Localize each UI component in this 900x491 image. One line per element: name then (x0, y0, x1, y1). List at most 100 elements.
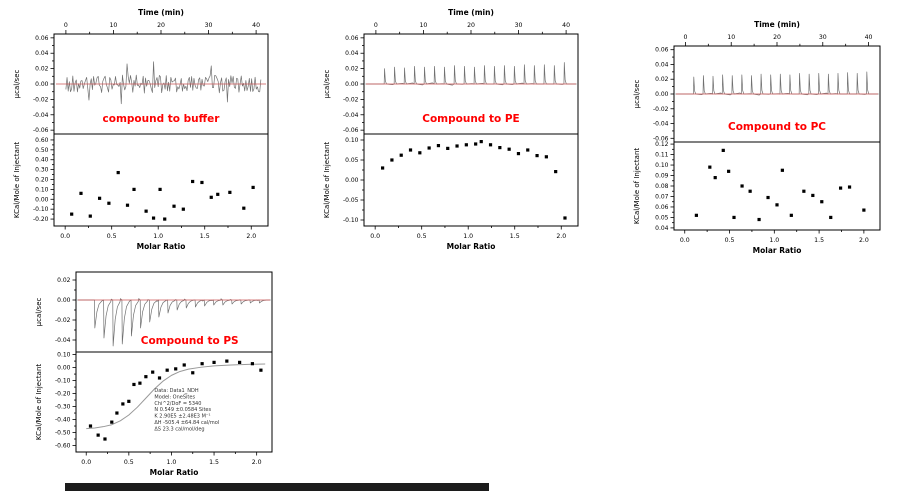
svg-text:0.0: 0.0 (370, 233, 380, 240)
svg-text:-0.02: -0.02 (653, 106, 669, 113)
svg-text:0.06: 0.06 (655, 204, 669, 211)
svg-text:-0.06: -0.06 (343, 127, 359, 134)
svg-text:compound to buffer: compound to buffer (103, 113, 221, 125)
svg-text:0: 0 (683, 34, 687, 41)
svg-text:0.06: 0.06 (35, 35, 49, 42)
svg-text:-0.10: -0.10 (55, 378, 71, 385)
svg-text:0.0: 0.0 (60, 233, 70, 240)
svg-text:0.04: 0.04 (655, 61, 669, 68)
svg-text:0: 0 (64, 22, 68, 29)
panel-compound-to-ps: 0.02 0.00 -0.02 -0.04 µcal/sec Compound to PS… (28, 266, 280, 480)
svg-text:-0.30: -0.30 (55, 404, 71, 411)
svg-text:Chi^2/DoF = 5340: Chi^2/DoF = 5340 (154, 401, 201, 407)
svg-text:0.06: 0.06 (655, 47, 669, 54)
svg-text:0.02: 0.02 (57, 277, 71, 284)
svg-text:0.10: 0.10 (655, 162, 669, 169)
svg-text:30: 30 (515, 22, 523, 29)
svg-text:0.09: 0.09 (655, 173, 669, 180)
svg-text:1.0: 1.0 (463, 233, 473, 240)
svg-text:-0.02: -0.02 (343, 96, 359, 103)
svg-text:0.02: 0.02 (655, 76, 669, 83)
svg-text:Compound to PS: Compound to PS (141, 335, 239, 347)
svg-text:0.04: 0.04 (655, 225, 669, 232)
svg-text:-0.06: -0.06 (653, 135, 669, 142)
chart-compound-to-pe: Time (min) 0 10 20 30 40 0.06 0.04 0.02 0.00 -0.02… (323, 8, 579, 251)
svg-text:20: 20 (467, 22, 475, 29)
svg-text:Model: OneSites: Model: OneSites (154, 394, 195, 400)
svg-text:µcal/sec: µcal/sec (633, 80, 641, 109)
svg-text:0.5: 0.5 (417, 233, 427, 240)
svg-text:20: 20 (773, 34, 781, 41)
svg-text:Molar Ratio: Molar Ratio (753, 246, 802, 255)
svg-text:2.0: 2.0 (556, 233, 566, 240)
svg-text:Molar Ratio: Molar Ratio (150, 468, 199, 477)
svg-text:0.04: 0.04 (345, 50, 359, 57)
svg-text:1.0: 1.0 (769, 237, 779, 244)
panel-compound-to-pc: Time (min) 0 10 20 30 40 0.06 0.04 0.02 0.00 -0.02… (626, 16, 888, 256)
svg-text:0.00: 0.00 (345, 177, 359, 184)
svg-text:0.10: 0.10 (345, 137, 359, 144)
svg-text:0.5: 0.5 (725, 237, 735, 244)
svg-text:KCal/Mole of Injectant: KCal/Mole of Injectant (323, 142, 331, 219)
svg-text:40: 40 (562, 22, 570, 29)
bottom-bar (65, 483, 489, 491)
svg-text:0.10: 0.10 (57, 352, 71, 359)
svg-text:µcal/sec: µcal/sec (323, 70, 331, 99)
svg-text:-0.04: -0.04 (33, 112, 49, 119)
svg-text:-0.40: -0.40 (55, 417, 71, 424)
svg-text:0.5: 0.5 (124, 459, 134, 466)
svg-text:10: 10 (110, 22, 118, 29)
svg-text:0.05: 0.05 (655, 214, 669, 221)
svg-text:-0.04: -0.04 (55, 337, 71, 344)
svg-text:Molar Ratio: Molar Ratio (137, 242, 186, 251)
svg-text:0.0: 0.0 (680, 237, 690, 244)
chart-compound-to-ps: 0.02 0.00 -0.02 -0.04 µcal/sec Compound to PS… (35, 271, 273, 477)
svg-text:2.0: 2.0 (859, 237, 869, 244)
svg-text:1.0: 1.0 (153, 233, 163, 240)
svg-text:-0.02: -0.02 (33, 96, 49, 103)
svg-text:0.10: 0.10 (35, 186, 49, 193)
chart-compound-to-buffer: Time (min) 0 10 20 30 40 0.06 0.04 0.02 0.00 -0.02… (13, 8, 269, 251)
svg-text:KCal/Mole of Injectant: KCal/Mole of Injectant (13, 142, 21, 219)
svg-text:0.50: 0.50 (35, 147, 49, 154)
svg-text:0.05: 0.05 (345, 157, 359, 164)
svg-text:KCal/Mole of Injectant: KCal/Mole of Injectant (633, 148, 641, 225)
svg-text:-0.04: -0.04 (653, 121, 669, 128)
svg-text:1.5: 1.5 (510, 233, 520, 240)
svg-text:0.06: 0.06 (345, 35, 359, 42)
svg-text:1.5: 1.5 (814, 237, 824, 244)
svg-text:-0.10: -0.10 (343, 217, 359, 224)
svg-text:1.0: 1.0 (167, 459, 177, 466)
svg-text:0.5: 0.5 (107, 233, 117, 240)
svg-text:-0.05: -0.05 (343, 197, 359, 204)
svg-text:Compound to PE: Compound to PE (422, 113, 519, 125)
svg-text:Time (min): Time (min) (448, 8, 494, 17)
svg-text:-0.06: -0.06 (33, 127, 49, 134)
chart-compound-to-pc: Time (min) 0 10 20 30 40 0.06 0.04 0.02 0.00 -0.02… (633, 20, 881, 255)
svg-text:40: 40 (865, 34, 873, 41)
svg-text:-0.10: -0.10 (33, 206, 49, 213)
svg-text:-0.20: -0.20 (55, 391, 71, 398)
svg-text:KCal/Mole of Injectant: KCal/Mole of Injectant (35, 364, 43, 441)
svg-text:0: 0 (374, 22, 378, 29)
svg-text:-0.02: -0.02 (55, 317, 71, 324)
svg-text:ΔH -505.4 ±64.84 cal/mo: ΔH -505.4 ±64.84 cal/mol (154, 420, 219, 426)
svg-text:0.02: 0.02 (345, 66, 359, 73)
svg-text:µcal/sec: µcal/sec (13, 70, 21, 99)
svg-text:N 0.549 ±0.0584 Site: N 0.549 ±0.0584 Sites (154, 407, 211, 413)
svg-text:0.00: 0.00 (35, 196, 49, 203)
svg-text:0.02: 0.02 (35, 66, 49, 73)
svg-text:Data: Data1_NDH: Data: Data1_NDH (154, 388, 198, 394)
svg-text:20: 20 (157, 22, 165, 29)
svg-text:0.0: 0.0 (81, 459, 91, 466)
svg-text:Molar Ratio: Molar Ratio (447, 242, 496, 251)
svg-text:0.60: 0.60 (35, 137, 49, 144)
svg-text:-0.60: -0.60 (55, 443, 71, 450)
svg-text:0.40: 0.40 (35, 157, 49, 164)
svg-text:0.20: 0.20 (35, 177, 49, 184)
svg-text:0.00: 0.00 (57, 297, 71, 304)
svg-text:0.30: 0.30 (35, 167, 49, 174)
svg-text:0.08: 0.08 (655, 183, 669, 190)
svg-text:-0.20: -0.20 (33, 216, 49, 223)
svg-text:0.00: 0.00 (345, 81, 359, 88)
